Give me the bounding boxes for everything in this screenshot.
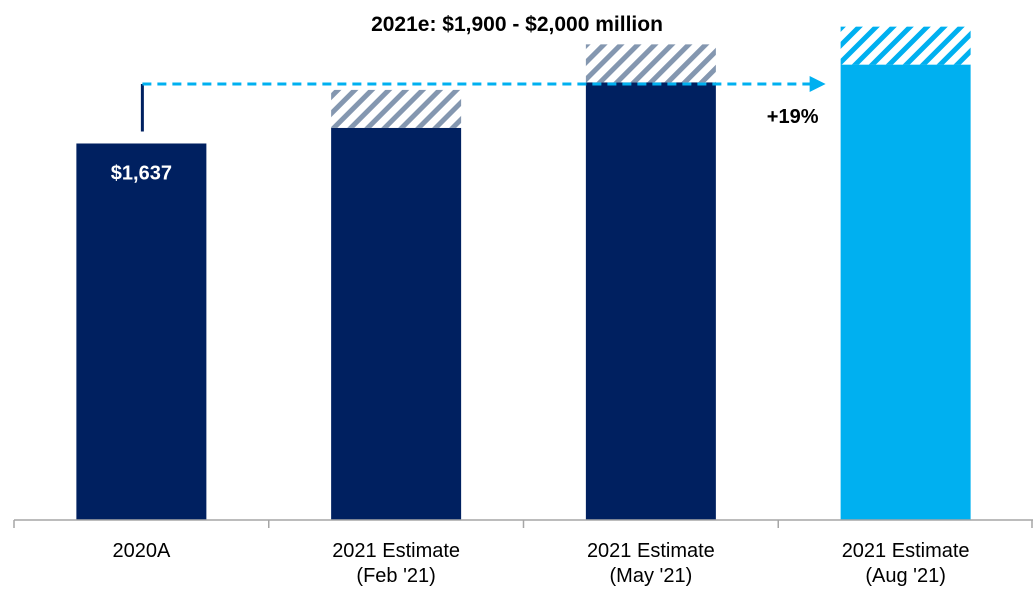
bars-group: $1,637 xyxy=(76,26,971,521)
x-tick-label-2-0: 2021 Estimate xyxy=(587,540,715,562)
growth-annotation: +19% xyxy=(767,106,819,128)
range-bar-1 xyxy=(331,89,462,128)
growth-arrow-head xyxy=(809,76,826,92)
bar-2 xyxy=(585,82,716,520)
range-bar-3 xyxy=(840,26,971,65)
x-tick-label-1-1: (Feb '21) xyxy=(356,565,435,587)
overlay-group: +19% xyxy=(140,76,826,132)
x-tick-label-3-1: (Aug '21) xyxy=(865,565,946,587)
bar-1 xyxy=(331,127,462,520)
bar-3 xyxy=(840,64,971,520)
chart-title: 2021e: $1,900 - $2,000 million xyxy=(371,13,663,36)
x-axis: 2020A 2021 Estimate (Feb '21) 2021 Estimate… xyxy=(13,519,1033,587)
x-tick-label-2-1: (May '21) xyxy=(610,565,693,587)
x-tick-label-0-0: 2020A xyxy=(112,540,170,562)
x-tick-label-1-0: 2021 Estimate xyxy=(332,540,460,562)
x-tick-label-3-0: 2021 Estimate xyxy=(842,540,970,562)
data-label-0: $1,637 xyxy=(111,162,172,184)
bar-0 xyxy=(76,143,207,521)
range-bar-2 xyxy=(585,44,716,83)
